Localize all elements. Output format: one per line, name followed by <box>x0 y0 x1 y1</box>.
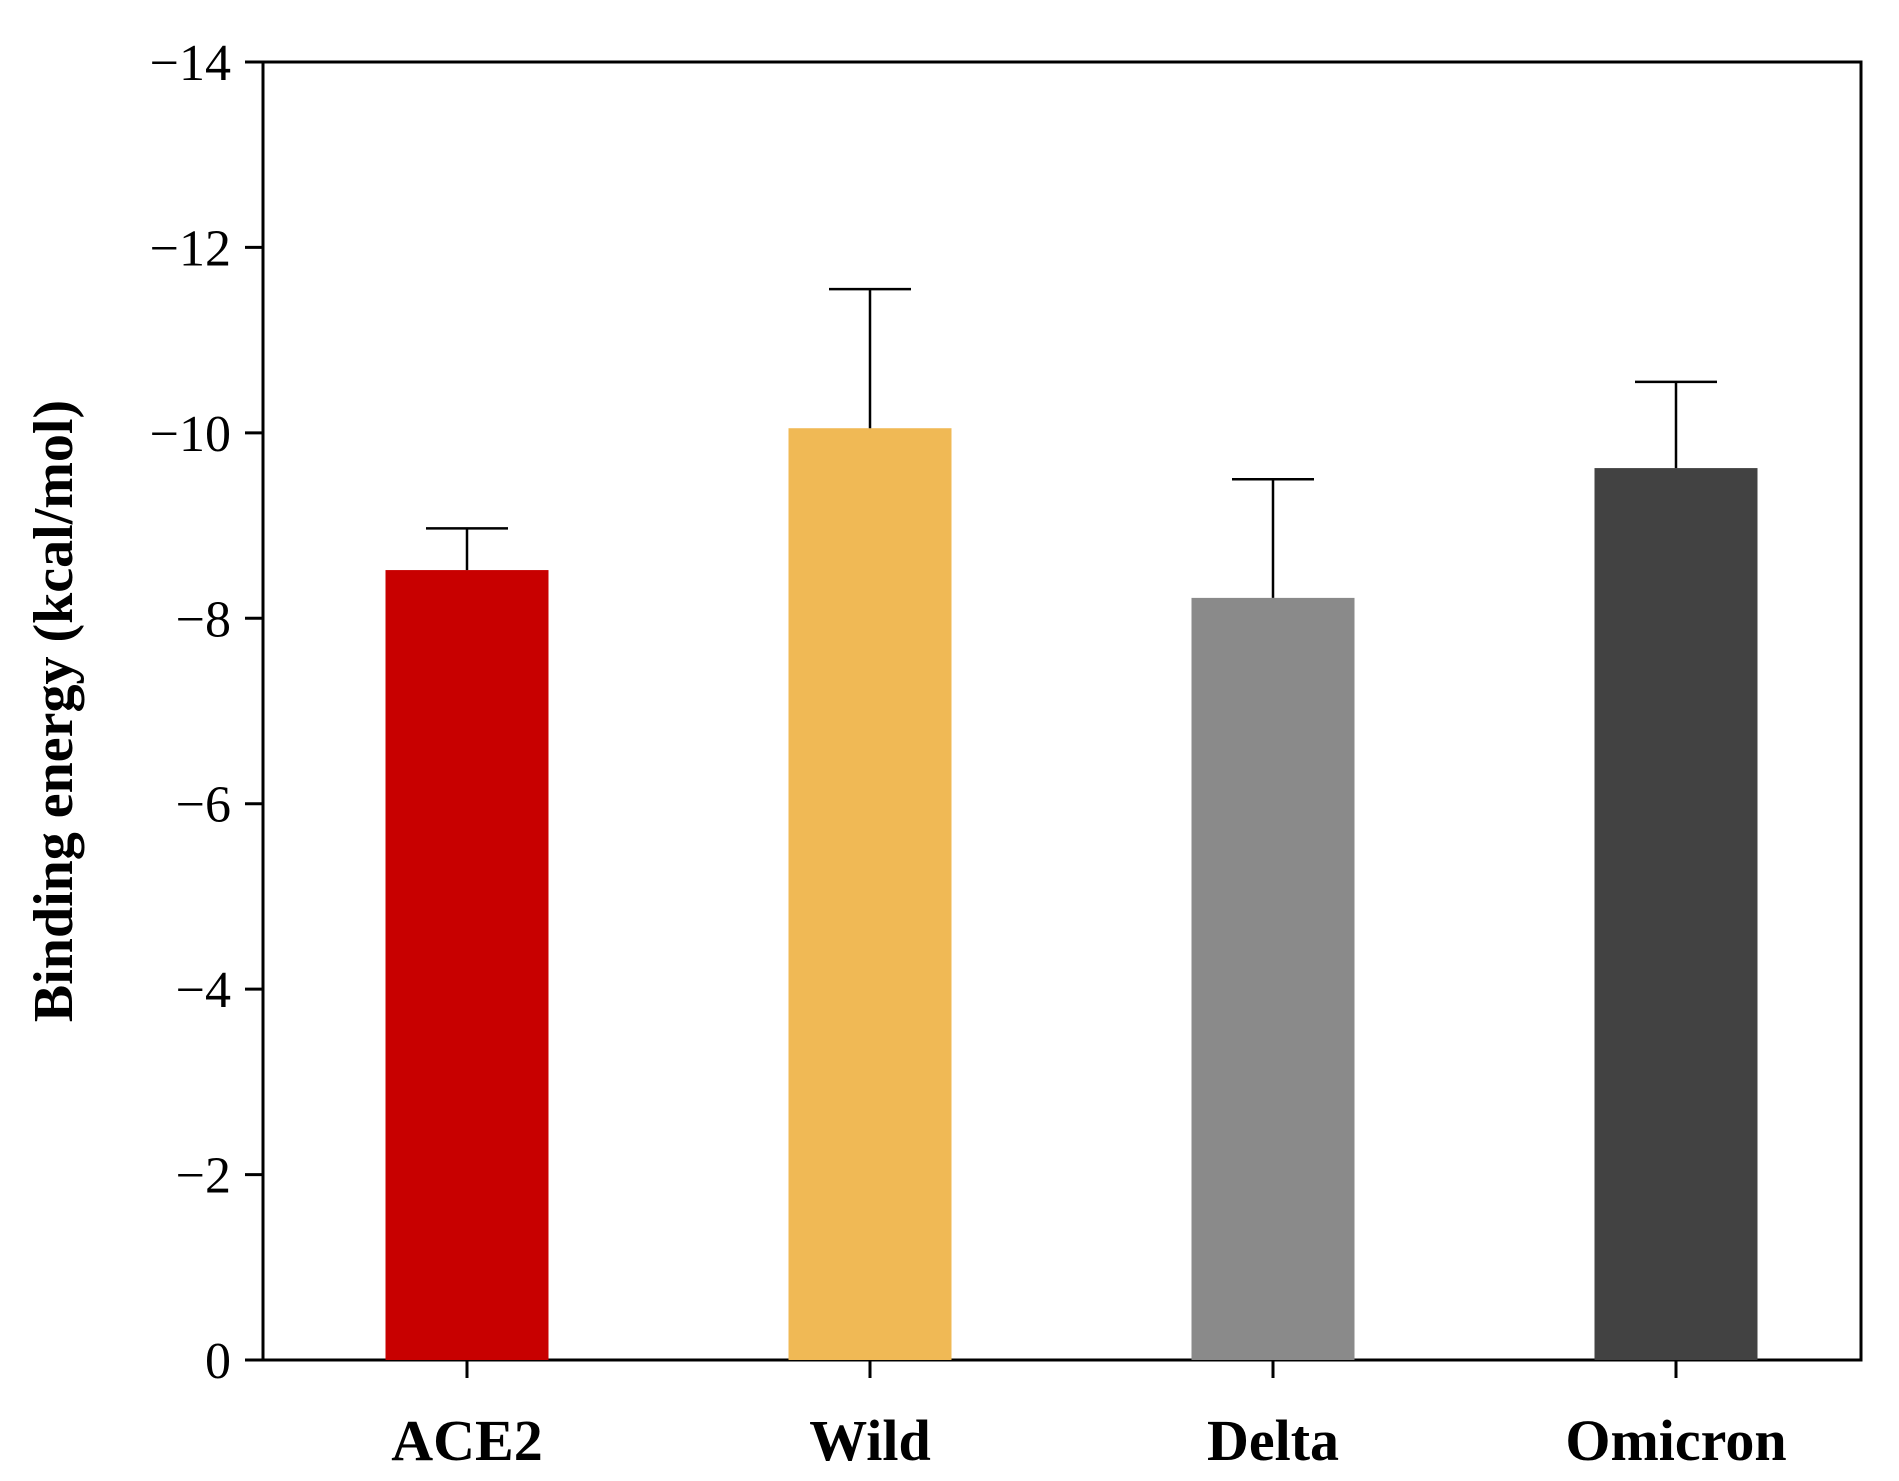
bar-omicron <box>1594 468 1758 1360</box>
y-tick-label: −6 <box>176 777 231 834</box>
y-tick-label: −12 <box>150 220 231 277</box>
y-tick-label: −10 <box>150 406 231 463</box>
x-tick-label-omicron: Omicron <box>1565 1408 1786 1473</box>
y-axis-title: Binding energy (kcal/mol) <box>23 400 85 1022</box>
x-tick-label-wild: Wild <box>809 1408 930 1473</box>
y-tick-label: −14 <box>150 35 231 92</box>
x-tick-label-delta: Delta <box>1207 1408 1339 1473</box>
y-tick-label: −4 <box>176 962 231 1019</box>
y-tick-label: −8 <box>176 591 231 648</box>
x-tick-label-ace2: ACE2 <box>391 1408 542 1473</box>
bar-wild <box>788 428 952 1360</box>
y-tick-label: −2 <box>176 1148 231 1205</box>
bar-ace2 <box>385 570 549 1360</box>
bar-delta <box>1191 597 1355 1360</box>
plot-frame <box>261 60 1863 1362</box>
y-tick-label: 0 <box>205 1333 231 1390</box>
